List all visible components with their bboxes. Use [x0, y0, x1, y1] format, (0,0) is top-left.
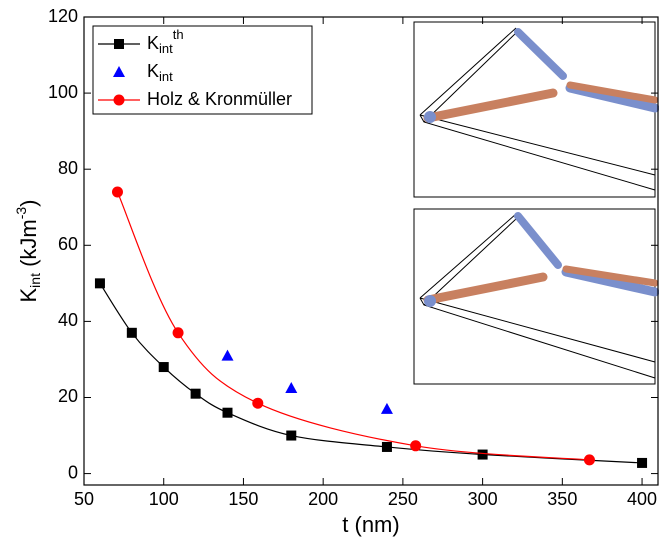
data-point: [172, 327, 184, 339]
x-tick-label: 400: [627, 489, 657, 509]
y-tick-label: 20: [58, 386, 78, 406]
data-point: [222, 407, 233, 418]
data-point: [111, 186, 123, 198]
y-label-sub: int: [27, 273, 43, 288]
legend-label: Holz & Kronmüller: [147, 89, 292, 109]
data-point: [158, 362, 169, 373]
data-point: [190, 388, 201, 399]
y-label-unit: (kJm: [16, 219, 41, 273]
legend-marker: [114, 39, 124, 49]
data-point: [286, 430, 297, 441]
y-tick-label: 100: [48, 82, 78, 102]
y-tick-label: 40: [58, 310, 78, 330]
y-label-sup: -3: [13, 207, 29, 220]
y-tick-label: 0: [68, 462, 78, 482]
legend-label: Kintth: [147, 27, 184, 56]
y-tick-label: 120: [48, 6, 78, 26]
data-point: [583, 454, 595, 466]
x-tick-label: 350: [547, 489, 577, 509]
data-point: [477, 449, 488, 460]
x-tick-label: 300: [468, 489, 498, 509]
x-tick-label: 150: [228, 489, 258, 509]
data-point: [380, 402, 393, 414]
legend-box: [92, 25, 313, 115]
y-tick-label: 60: [58, 234, 78, 254]
y-axis-label: Kint (kJm-3): [13, 199, 43, 302]
legend-sup: th: [173, 27, 184, 42]
data-point: [221, 349, 234, 361]
legend-marker: [113, 66, 125, 77]
legend-text: K: [147, 61, 159, 81]
data-point: [252, 397, 264, 409]
legend-sub: int: [159, 41, 173, 56]
x-tick-label: 250: [388, 489, 418, 509]
y-label-end: ): [16, 199, 41, 206]
y-tick-label: 80: [58, 158, 78, 178]
x-tick-label: 200: [308, 489, 338, 509]
x-axis-label: t (nm): [342, 512, 399, 537]
data-point: [285, 381, 298, 393]
inset-images: [413, 21, 659, 385]
plot-frame: [83, 16, 659, 486]
x-tick-label: 50: [74, 489, 94, 509]
legend-text: K: [147, 33, 159, 53]
data-point: [126, 327, 137, 338]
legend-sub: int: [159, 69, 173, 84]
legend-label: Kint: [147, 61, 173, 85]
data-point: [381, 441, 392, 452]
y-label-text: K: [16, 288, 41, 303]
legend-marker: [113, 94, 125, 106]
legend-text: Holz & Kronmüller: [147, 89, 292, 109]
data-point: [94, 278, 105, 289]
data-point: [410, 440, 422, 452]
x-tick-label: 100: [149, 489, 179, 509]
data-point: [637, 457, 648, 468]
